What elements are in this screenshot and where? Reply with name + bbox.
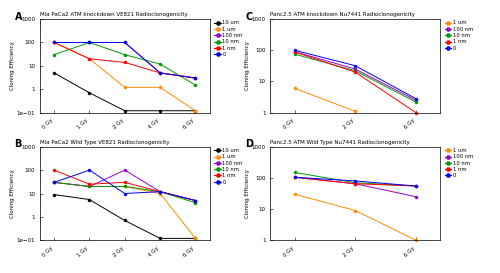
Y-axis label: Cloning Efficiency: Cloning Efficiency: [245, 169, 250, 218]
Text: B: B: [14, 139, 22, 149]
Text: A: A: [14, 12, 22, 22]
Y-axis label: Cloning Efficiency: Cloning Efficiency: [245, 41, 250, 90]
Text: Panc2.5 ATM Wild Type Nu7441 Radioclonogenicity: Panc2.5 ATM Wild Type Nu7441 Radioclonog…: [270, 140, 410, 145]
Y-axis label: Cloning Efficiency: Cloning Efficiency: [10, 169, 15, 218]
Legend: 1 um, 100 nm, 10 nm, 1 nm, 0: 1 um, 100 nm, 10 nm, 1 nm, 0: [444, 20, 474, 51]
Text: Mia PaCa2 ATM knockdown VE821 Radioclonogenicity: Mia PaCa2 ATM knockdown VE821 Radioclono…: [40, 12, 188, 17]
Legend: 10 um, 1 um, 100 nm, 10 nm, 1 nm, 0: 10 um, 1 um, 100 nm, 10 nm, 1 nm, 0: [214, 20, 243, 58]
Text: D: D: [245, 139, 253, 149]
Legend: 1 um, 100 nm, 10 nm, 1 nm, 0: 1 um, 100 nm, 10 nm, 1 nm, 0: [444, 147, 474, 179]
Text: Mia PaCa2 Wild Type VE821 Radioclonogenicity: Mia PaCa2 Wild Type VE821 Radioclonogeni…: [40, 140, 170, 145]
Text: C: C: [245, 12, 252, 22]
Legend: 10 um, 1 um, 100 nm, 10 nm, 1 nm, 0: 10 um, 1 um, 100 nm, 10 nm, 1 nm, 0: [214, 147, 243, 185]
Text: Panc2.5 ATM knockdown Nu7441 Radioclonogenicity: Panc2.5 ATM knockdown Nu7441 Radioclonog…: [270, 12, 416, 17]
Y-axis label: Cloning Efficiency: Cloning Efficiency: [10, 41, 15, 90]
